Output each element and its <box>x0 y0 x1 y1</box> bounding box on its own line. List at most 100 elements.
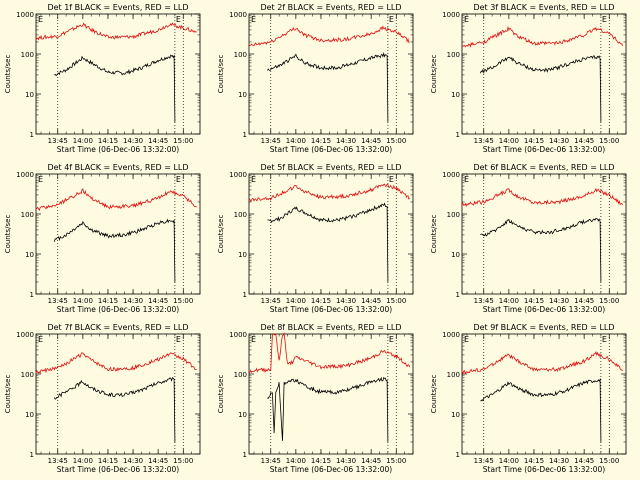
lld-series-line <box>248 183 410 203</box>
y-tick-label: 1000 <box>229 331 247 339</box>
event-marker-label: E <box>602 175 607 184</box>
x-tick-label: 15:00 <box>386 297 406 305</box>
x-tick-label: 14:15 <box>311 137 331 145</box>
event-marker-label: E <box>176 335 181 344</box>
x-tick-label: 14:00 <box>286 137 306 145</box>
detector-panel: Det 4f BLACK = Events, RED = LLD 1 10 100 10… <box>0 160 213 320</box>
y-tick-label: 100 <box>447 371 460 379</box>
x-tick-label: 14:30 <box>336 457 356 465</box>
x-tick-label: 14:45 <box>574 457 594 465</box>
event-marker-label: E <box>38 335 43 344</box>
x-axis-label: Start Time (06-Dec-06 13:32:00) <box>270 305 392 314</box>
x-tick-label: 13:45 <box>474 457 494 465</box>
events-series-line <box>267 376 389 443</box>
x-tick-label: 15:00 <box>599 137 619 145</box>
y-tick-label: 1 <box>243 131 247 139</box>
x-axis-label: Start Time (06-Dec-06 13:32:00) <box>270 465 392 474</box>
y-tick-label: 10 <box>451 251 460 259</box>
y-tick-label: 100 <box>234 51 247 59</box>
y-tick-label: 1 <box>243 291 247 299</box>
chart-title: Det 7f BLACK = Events, RED = LLD <box>47 323 188 332</box>
x-tick-label: 14:45 <box>574 297 594 305</box>
x-tick-label: 15:00 <box>173 457 193 465</box>
line-chart: Det 6f BLACK = Events, RED = LLD 1 10 100 10… <box>430 163 627 314</box>
events-series-line <box>54 54 176 123</box>
x-tick-label: 15:00 <box>386 137 406 145</box>
x-tick-label: 14:30 <box>336 137 356 145</box>
chart-title: Det 4f BLACK = Events, RED = LLD <box>47 163 188 172</box>
x-tick-label: 15:00 <box>386 457 406 465</box>
x-tick-label: 13:45 <box>261 457 281 465</box>
y-axis-label: Counts/sec <box>430 55 438 94</box>
chart-title: Det 8f BLACK = Events, RED = LLD <box>260 323 401 332</box>
x-tick-label: 14:30 <box>123 457 143 465</box>
y-axis-label: Counts/sec <box>4 375 12 414</box>
lld-series-line <box>461 187 624 208</box>
x-tick-label: 14:45 <box>361 137 381 145</box>
x-tick-label: 13:45 <box>261 297 281 305</box>
x-tick-label: 14:15 <box>311 457 331 465</box>
y-tick-label: 1000 <box>229 171 247 179</box>
y-tick-label: 1 <box>243 451 247 459</box>
y-tick-label: 100 <box>447 51 460 59</box>
x-tick-label: 14:30 <box>549 457 569 465</box>
y-axis-label: Counts/sec <box>430 375 438 414</box>
events-series-line <box>480 55 602 123</box>
x-tick-label: 14:15 <box>524 457 544 465</box>
plot-frame <box>35 173 201 295</box>
chart-title: Det 6f BLACK = Events, RED = LLD <box>473 163 614 172</box>
chart-title: Det 3f BLACK = Events, RED = LLD <box>473 3 614 12</box>
x-axis-label: Start Time (06-Dec-06 13:32:00) <box>57 465 179 474</box>
y-tick-label: 1000 <box>16 171 34 179</box>
plot-frame <box>461 173 627 295</box>
y-axis-label: Counts/sec <box>4 55 12 94</box>
plot-frame <box>248 173 414 295</box>
x-tick-label: 15:00 <box>173 297 193 305</box>
x-tick-label: 14:30 <box>123 297 143 305</box>
detector-panel: Det 2f BLACK = Events, RED = LLD 1 10 100 10… <box>213 0 426 160</box>
event-marker-label: E <box>389 175 394 184</box>
line-chart: Det 9f BLACK = Events, RED = LLD 1 10 100 10… <box>430 323 627 474</box>
y-tick-label: 100 <box>447 211 460 219</box>
y-tick-label: 10 <box>451 411 460 419</box>
y-axis-label: Counts/sec <box>217 375 225 414</box>
event-marker-label: E <box>464 15 469 24</box>
chart-title: Det 2f BLACK = Events, RED = LLD <box>260 3 401 12</box>
y-tick-label: 100 <box>21 211 34 219</box>
event-marker-label: E <box>38 175 43 184</box>
x-tick-label: 13:45 <box>48 137 68 145</box>
detector-panel: Det 8f BLACK = Events, RED = LLD 1 10 100 10… <box>213 320 426 480</box>
events-series-line <box>267 202 389 283</box>
x-tick-label: 14:45 <box>148 457 168 465</box>
x-tick-label: 15:00 <box>599 457 619 465</box>
events-series-line <box>54 377 176 443</box>
x-tick-label: 13:45 <box>474 297 494 305</box>
x-tick-label: 13:45 <box>48 297 68 305</box>
y-tick-label: 1000 <box>442 11 460 19</box>
x-tick-label: 14:45 <box>148 297 168 305</box>
event-marker-label: E <box>464 175 469 184</box>
x-tick-label: 15:00 <box>173 137 193 145</box>
x-tick-label: 14:00 <box>499 297 519 305</box>
event-marker-label: E <box>389 335 394 344</box>
y-tick-label: 10 <box>238 91 247 99</box>
chart-title: Det 1f BLACK = Events, RED = LLD <box>47 3 188 12</box>
x-tick-label: 14:45 <box>574 137 594 145</box>
plot-frame <box>35 333 201 455</box>
y-tick-label: 1 <box>456 291 460 299</box>
y-tick-label: 1000 <box>16 331 34 339</box>
y-tick-label: 10 <box>25 411 34 419</box>
x-tick-label: 14:15 <box>524 137 544 145</box>
y-tick-label: 10 <box>25 91 34 99</box>
x-tick-label: 15:00 <box>599 297 619 305</box>
detector-panel: Det 3f BLACK = Events, RED = LLD 1 10 100 10… <box>426 0 639 160</box>
plot-frame <box>35 13 201 135</box>
y-tick-label: 1 <box>456 451 460 459</box>
y-tick-label: 1000 <box>442 171 460 179</box>
chart-title: Det 9f BLACK = Events, RED = LLD <box>473 323 614 332</box>
line-chart: Det 4f BLACK = Events, RED = LLD 1 10 100 10… <box>4 163 201 314</box>
y-tick-label: 100 <box>234 371 247 379</box>
event-marker-label: E <box>389 15 394 24</box>
lld-series-line <box>35 352 197 374</box>
events-series-line <box>480 217 602 283</box>
